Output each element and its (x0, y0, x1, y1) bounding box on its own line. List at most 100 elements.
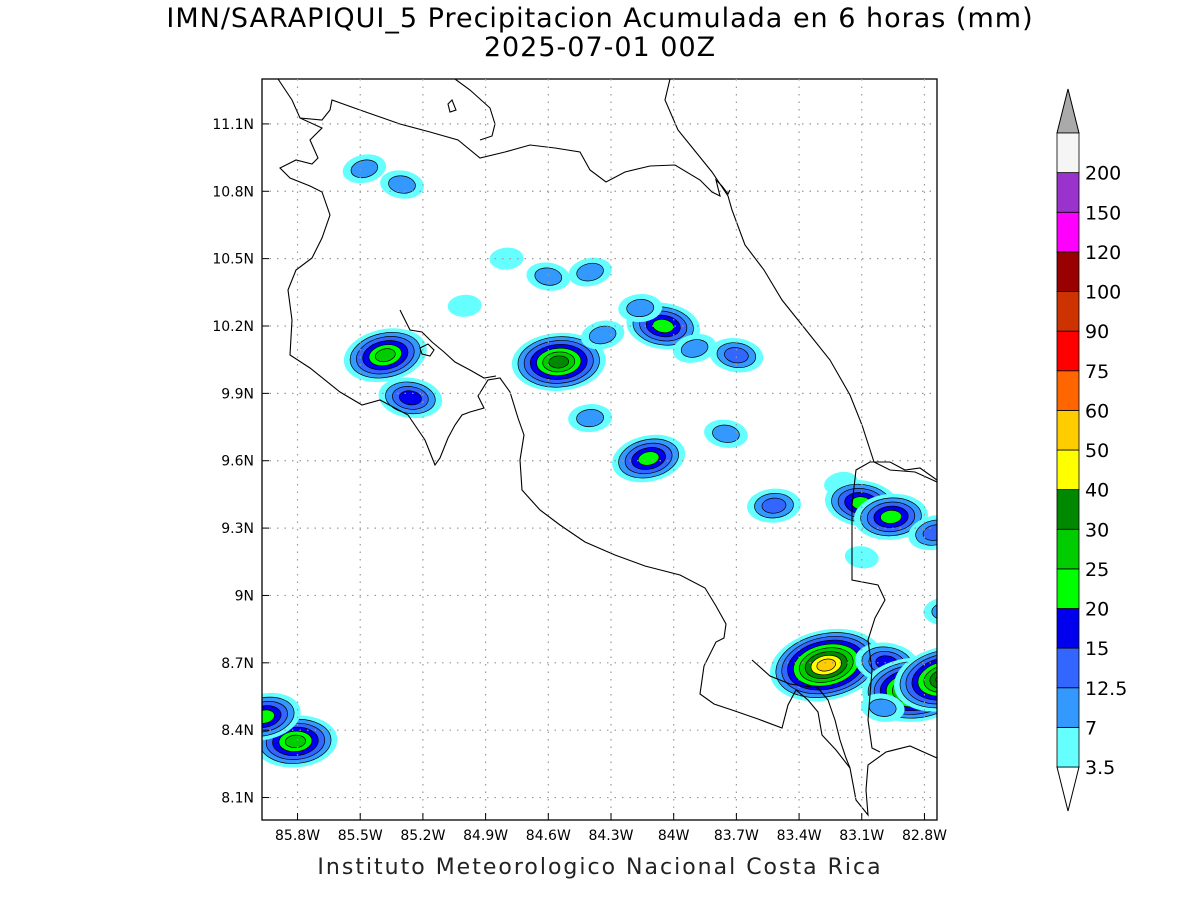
lake-nicaragua-shore (454, 79, 496, 141)
precip-cell (770, 628, 883, 702)
precip-cell (568, 404, 613, 433)
lat-tick-label: 8.4N (221, 723, 254, 739)
axis-ticks: 85.8W 85.5W 85.2W 84.9W 84.6W 84.3W 84W 83.7W 83… (212, 117, 947, 844)
colorbar-swatch (1056, 409, 1080, 451)
precip-contour (816, 658, 836, 672)
precip-cell (908, 515, 937, 551)
colorbar-label: 150 (1085, 202, 1121, 224)
lat-tick-label: 8.7N (221, 656, 254, 672)
precip-cell (612, 434, 686, 483)
precip-contour (447, 294, 482, 317)
precip-cell (447, 294, 482, 317)
colorbar-swatch (1056, 330, 1080, 372)
colorbar-swatch (1056, 726, 1080, 768)
precip-cell (618, 293, 663, 323)
precipitation-layer (262, 154, 937, 768)
precip-cell (343, 328, 427, 383)
precip-cell (511, 332, 606, 392)
coastline-layer (277, 79, 937, 817)
colorbar-swatch (1056, 132, 1080, 174)
colorbar-label: 40 (1085, 480, 1109, 502)
lat-tick-label: 9.3N (221, 521, 254, 537)
lon-tick-label: 83.4W (777, 828, 822, 844)
precip-cell (923, 597, 937, 626)
precip-cell (568, 257, 612, 287)
precip-contour (935, 672, 937, 686)
precip-contour (548, 355, 569, 369)
colorbar-swatch (1056, 291, 1080, 332)
osa-peninsula (751, 659, 851, 769)
precip-cell (526, 262, 571, 291)
lat-tick-label: 10.8N (212, 184, 254, 200)
colorbar-label: 120 (1085, 242, 1121, 264)
colorbar-swatch (1056, 370, 1080, 411)
map-title: IMN/SARAPIQUI_5 Precipitacion Acumulada … (0, 4, 1200, 62)
precip-contour (388, 175, 416, 194)
precip-cell (342, 154, 387, 184)
graticule (262, 79, 937, 820)
precip-contour (712, 424, 740, 443)
colorbar-label: 15 (1085, 638, 1109, 660)
map-frame (261, 78, 938, 821)
pacific-coast-outline (277, 79, 937, 817)
precip-cell (844, 546, 879, 569)
precip-contour (929, 668, 937, 689)
title-line-1: IMN/SARAPIQUI_5 Precipitacion Acumulada … (166, 3, 1034, 34)
lon-tick-label: 85.5W (338, 828, 383, 844)
colorbar-swatch (1056, 687, 1080, 728)
colorbar-label: 75 (1085, 361, 1109, 383)
colorbar-swatch (1056, 449, 1080, 491)
colorbar-label: 12.5 (1085, 678, 1127, 700)
colorbar-label: 30 (1085, 519, 1109, 541)
precip-contour (284, 734, 306, 749)
precip-cell (672, 334, 717, 363)
colorbar-swatch (1056, 251, 1080, 292)
precip-cell (894, 645, 937, 712)
lon-tick-label: 84.9W (463, 828, 508, 844)
precip-cell (854, 493, 928, 540)
precip-cell (489, 247, 524, 270)
precip-cell (380, 170, 424, 199)
lon-tick-label: 82.8W (902, 828, 947, 844)
colorbar-swatch (1056, 647, 1080, 689)
lat-tick-label: 9.6N (221, 454, 254, 470)
chira-island (419, 343, 435, 357)
lon-tick-label: 83.7W (714, 828, 759, 844)
precip-cell (860, 693, 905, 722)
precip-contour (374, 348, 396, 363)
colorbar-label: 3.5 (1085, 757, 1115, 779)
precip-contour (398, 390, 422, 406)
lon-tick-label: 85.8W (275, 828, 320, 844)
precip-contour (931, 602, 937, 621)
colorbar-swatch (1056, 568, 1080, 609)
colorbar-label: 20 (1085, 599, 1109, 621)
colorbar-label: 200 (1085, 163, 1121, 185)
lat-tick-label: 9.9N (221, 386, 254, 402)
lon-tick-label: 83.1W (839, 828, 884, 844)
institution-credit: Instituto Meteorologico Nacional Costa R… (317, 855, 883, 880)
precip-contour (350, 159, 379, 179)
precip-contour (724, 347, 749, 364)
precip-contour (844, 546, 879, 569)
precip-contour (576, 409, 604, 428)
colorbar-label: 90 (1085, 321, 1109, 343)
lon-tick-label: 84.6W (526, 828, 571, 844)
lat-tick-label: 10.5N (212, 252, 254, 268)
lon-tick-label: 84.3W (588, 828, 633, 844)
lon-tick-label: 84W (658, 828, 690, 844)
precip-contour (262, 709, 275, 724)
colorbar-swatch (1056, 489, 1080, 530)
lat-tick-label: 8.1N (221, 791, 254, 807)
precip-cell (580, 320, 625, 350)
colorbar-label: 50 (1085, 440, 1109, 462)
lon-tick-label: 85.2W (400, 828, 445, 844)
colorbar-over-triangle (1056, 88, 1080, 134)
lat-tick-label: 11.1N (212, 117, 254, 133)
lat-tick-label: 10.2N (212, 319, 254, 335)
precip-contour (576, 262, 604, 282)
colorbar-label: 25 (1085, 559, 1109, 581)
ometepe-island (447, 99, 457, 113)
precip-contour (761, 497, 787, 514)
colorbar-swatch (1056, 608, 1080, 649)
colorbar-swatch (1056, 172, 1080, 213)
